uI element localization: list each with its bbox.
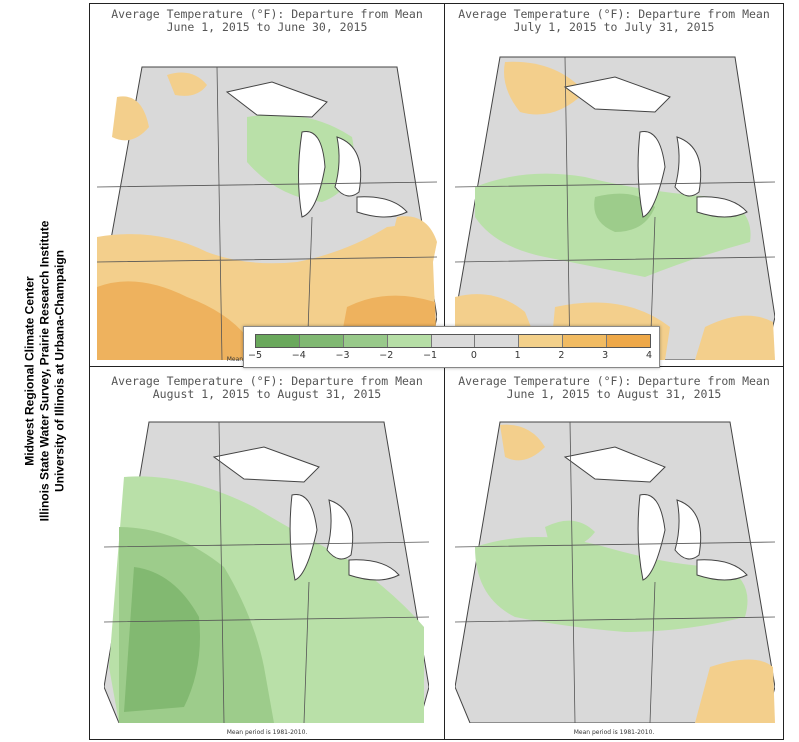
map-svg-july — [455, 56, 775, 360]
legend-swatch — [387, 335, 432, 347]
legend-swatch — [475, 335, 520, 347]
anomaly-map — [455, 417, 775, 723]
legend-tick: 1 — [514, 350, 521, 361]
color-scale-legend: −5 −4 −3 −2 −1 0 1 2 3 4 — [243, 326, 660, 368]
anomaly-map — [97, 37, 437, 360]
credit-line-2: Illinois State Water Survey, Prairie Res… — [37, 220, 52, 522]
legend-color-bar — [255, 334, 651, 348]
panel-title: Average Temperature (°F): Departure from… — [458, 7, 770, 34]
legend-tick: −5 — [247, 350, 263, 361]
panel-title: Average Temperature (°F): Departure from… — [458, 374, 770, 401]
map-svg-june — [97, 66, 437, 360]
legend-swatch — [256, 335, 300, 347]
legend-swatch — [299, 335, 344, 347]
mean-period-note: Mean period is 1981-2010. — [573, 729, 655, 736]
credit-line-1: Midwest Regional Climate Center — [22, 276, 37, 466]
legend-ticks: −5 −4 −3 −2 −1 0 1 2 3 4 — [248, 350, 653, 362]
mean-period-note: Mean period is 1981-2010. — [226, 729, 308, 736]
legend-tick: 4 — [645, 350, 653, 361]
legend-tick: −2 — [379, 350, 394, 361]
map-svg-summer — [455, 421, 775, 723]
map-svg-august — [104, 421, 429, 723]
legend-swatch — [607, 335, 651, 347]
legend-tick: −1 — [423, 350, 438, 361]
legend-tick: 2 — [558, 350, 565, 361]
panel-title: Average Temperature (°F): Departure from… — [111, 7, 423, 34]
anomaly-map — [455, 37, 775, 360]
credit-block: Midwest Regional Climate Center Illinois… — [0, 0, 90, 742]
map-panel-august: Average Temperature (°F): Departure from… — [89, 366, 445, 740]
legend-tick: −3 — [335, 350, 350, 361]
legend-swatch — [343, 335, 388, 347]
legend-swatch — [563, 335, 608, 347]
legend-tick: 3 — [602, 350, 609, 361]
legend-tick: 0 — [470, 350, 477, 361]
map-panel-summer: Average Temperature (°F): Departure from… — [444, 366, 784, 740]
legend-swatch — [431, 335, 476, 347]
legend-swatch — [519, 335, 564, 347]
panel-title: Average Temperature (°F): Departure from… — [111, 374, 423, 401]
map-panel-june: Average Temperature (°F): Departure from… — [89, 3, 445, 367]
credit-line-3: University of Illinois at Urbana-Champai… — [52, 249, 67, 493]
anomaly-map — [104, 417, 429, 723]
map-panel-july: Average Temperature (°F): Departure from… — [444, 3, 784, 367]
legend-tick: −4 — [291, 350, 306, 361]
